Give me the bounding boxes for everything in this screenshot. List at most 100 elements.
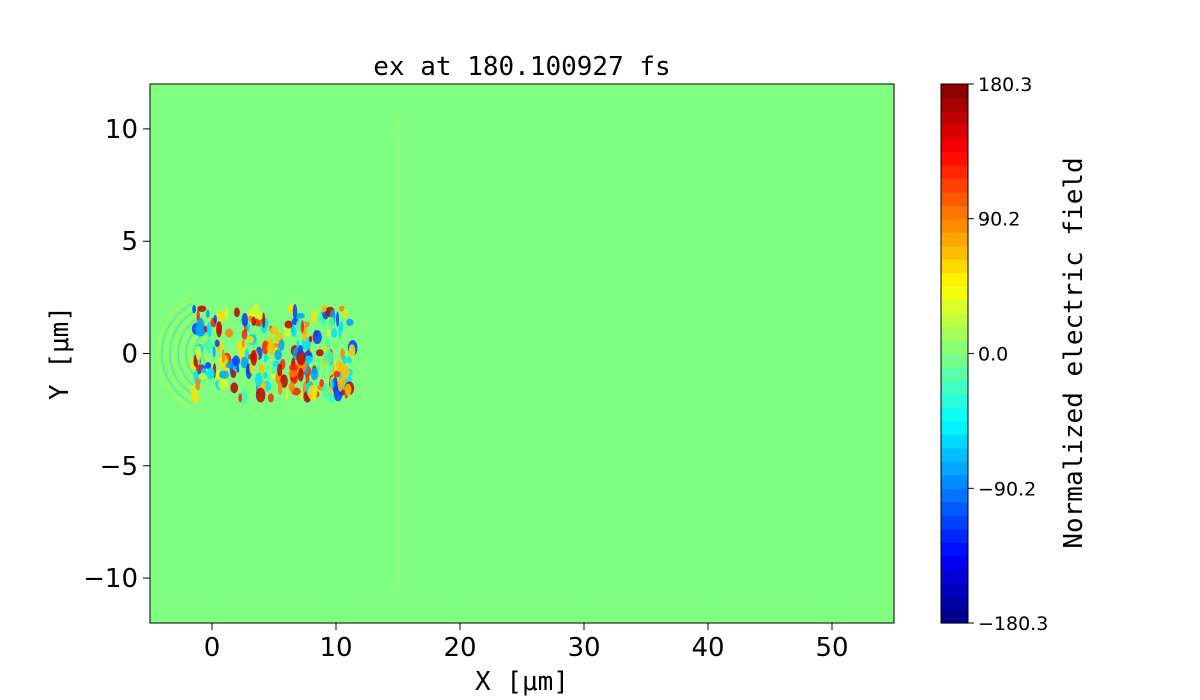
colorbar-level: [941, 393, 968, 408]
field-blob: [219, 370, 229, 379]
field-blob: [239, 389, 248, 405]
field-blob: [198, 372, 207, 380]
field-blob: [297, 345, 304, 355]
field-blob: [195, 377, 201, 391]
colorbar-level: [941, 420, 968, 435]
colorbar-level: [941, 366, 968, 382]
field-blob: [332, 377, 338, 394]
colorbar-level: [941, 569, 968, 584]
field-blob: [337, 378, 344, 392]
colorbar-level: [941, 97, 968, 112]
field-blob: [326, 329, 331, 338]
field-blob: [300, 320, 305, 334]
field-blob: [262, 372, 268, 379]
field-blob: [296, 350, 306, 366]
field-blob: [216, 321, 222, 338]
colorbar-level: [941, 272, 968, 287]
field-blob: [348, 344, 356, 359]
colorbar-level: [941, 542, 968, 557]
field-blob: [261, 340, 269, 355]
field-blob: [311, 309, 318, 324]
x-tick-label: 0: [204, 633, 221, 663]
colorbar-level: [941, 528, 968, 543]
field-blob: [336, 311, 340, 327]
field-blob: [192, 304, 196, 314]
field-blob: [323, 350, 334, 365]
field-blob: [232, 355, 240, 367]
field-blob: [330, 378, 334, 390]
field-blob: [277, 363, 283, 377]
field-blob: [299, 392, 303, 401]
plot-area: [149, 83, 895, 624]
field-blob: [195, 345, 202, 360]
field-blob: [230, 382, 239, 394]
field-blob: [254, 372, 263, 387]
field-blob: [224, 328, 234, 338]
field-blob: [206, 321, 212, 338]
colorbar-level: [941, 555, 968, 570]
field-blob: [308, 335, 313, 343]
field-blob: [291, 325, 297, 338]
field-blob: [217, 309, 225, 322]
field-blob: [218, 378, 229, 390]
field-blob: [205, 339, 213, 354]
heatmap-background: [150, 84, 894, 623]
colorbar-level: [941, 110, 968, 126]
field-blob: [241, 339, 245, 348]
field-blob: [266, 341, 276, 355]
colorbar-level: [941, 84, 968, 99]
colorbar-level: [941, 178, 968, 193]
colorbar-level: [941, 596, 968, 611]
colorbar-tick-label: 0.0: [978, 344, 1008, 366]
field-blob: [250, 350, 257, 366]
wavefront-arc: [157, 299, 192, 408]
field-blob: [269, 326, 279, 336]
colorbar-level: [941, 461, 968, 476]
field-blob: [320, 304, 327, 313]
colorbar-level: [941, 474, 968, 489]
field-blob: [295, 312, 305, 319]
colorbar-level: [941, 299, 968, 314]
colorbar-level: [941, 151, 968, 166]
colorbar-tick-label: −90.2: [978, 478, 1036, 500]
field-blob: [233, 307, 240, 318]
wavefront-arc: [173, 313, 199, 394]
wavefront-arc: [161, 302, 194, 405]
field-blob: [344, 383, 352, 396]
colorbar-level: [941, 286, 968, 301]
field-blob: [288, 382, 295, 392]
x-tick-label: 10: [319, 633, 352, 663]
field-blob: [310, 367, 319, 381]
colorbar: 180.3 90.2 0.0 −90.2 −180.3 Normalized elect…: [940, 74, 1089, 635]
field-blob: [333, 370, 341, 378]
chart-title: ex at 180.100927 fs: [373, 52, 670, 82]
field-blob: [213, 314, 217, 324]
field-blob: [214, 339, 220, 347]
colorbar-tick-label: −180.3: [978, 613, 1048, 635]
field-blob: [312, 330, 322, 345]
colorbar-level: [941, 313, 968, 328]
colorbar-tick-label: 180.3: [978, 74, 1032, 96]
colorbar-tick-label: 90.2: [978, 209, 1020, 231]
field-blob: [341, 365, 350, 379]
field-blob: [303, 355, 314, 364]
field-blob: [238, 393, 243, 403]
x-tick-label: 30: [567, 633, 600, 663]
field-blob: [206, 367, 215, 380]
colorbar-level: [941, 164, 968, 179]
y-axis: 10 5 0 −5 −10: [83, 115, 150, 594]
field-blob: [212, 345, 216, 358]
field-blob: [191, 392, 200, 403]
colorbar-level: [941, 609, 968, 624]
field-blob: [197, 305, 207, 312]
field-blob: [224, 306, 229, 322]
field-blob: [274, 349, 282, 361]
colorbar-levels: [941, 84, 968, 624]
field-blob: [246, 322, 251, 332]
x-axis: 0 10 20 30 40 50: [204, 623, 849, 663]
colorbar-level: [941, 245, 968, 260]
field-blob: [251, 316, 256, 327]
colorbar-level: [941, 447, 968, 462]
colorbar-level: [941, 501, 968, 516]
